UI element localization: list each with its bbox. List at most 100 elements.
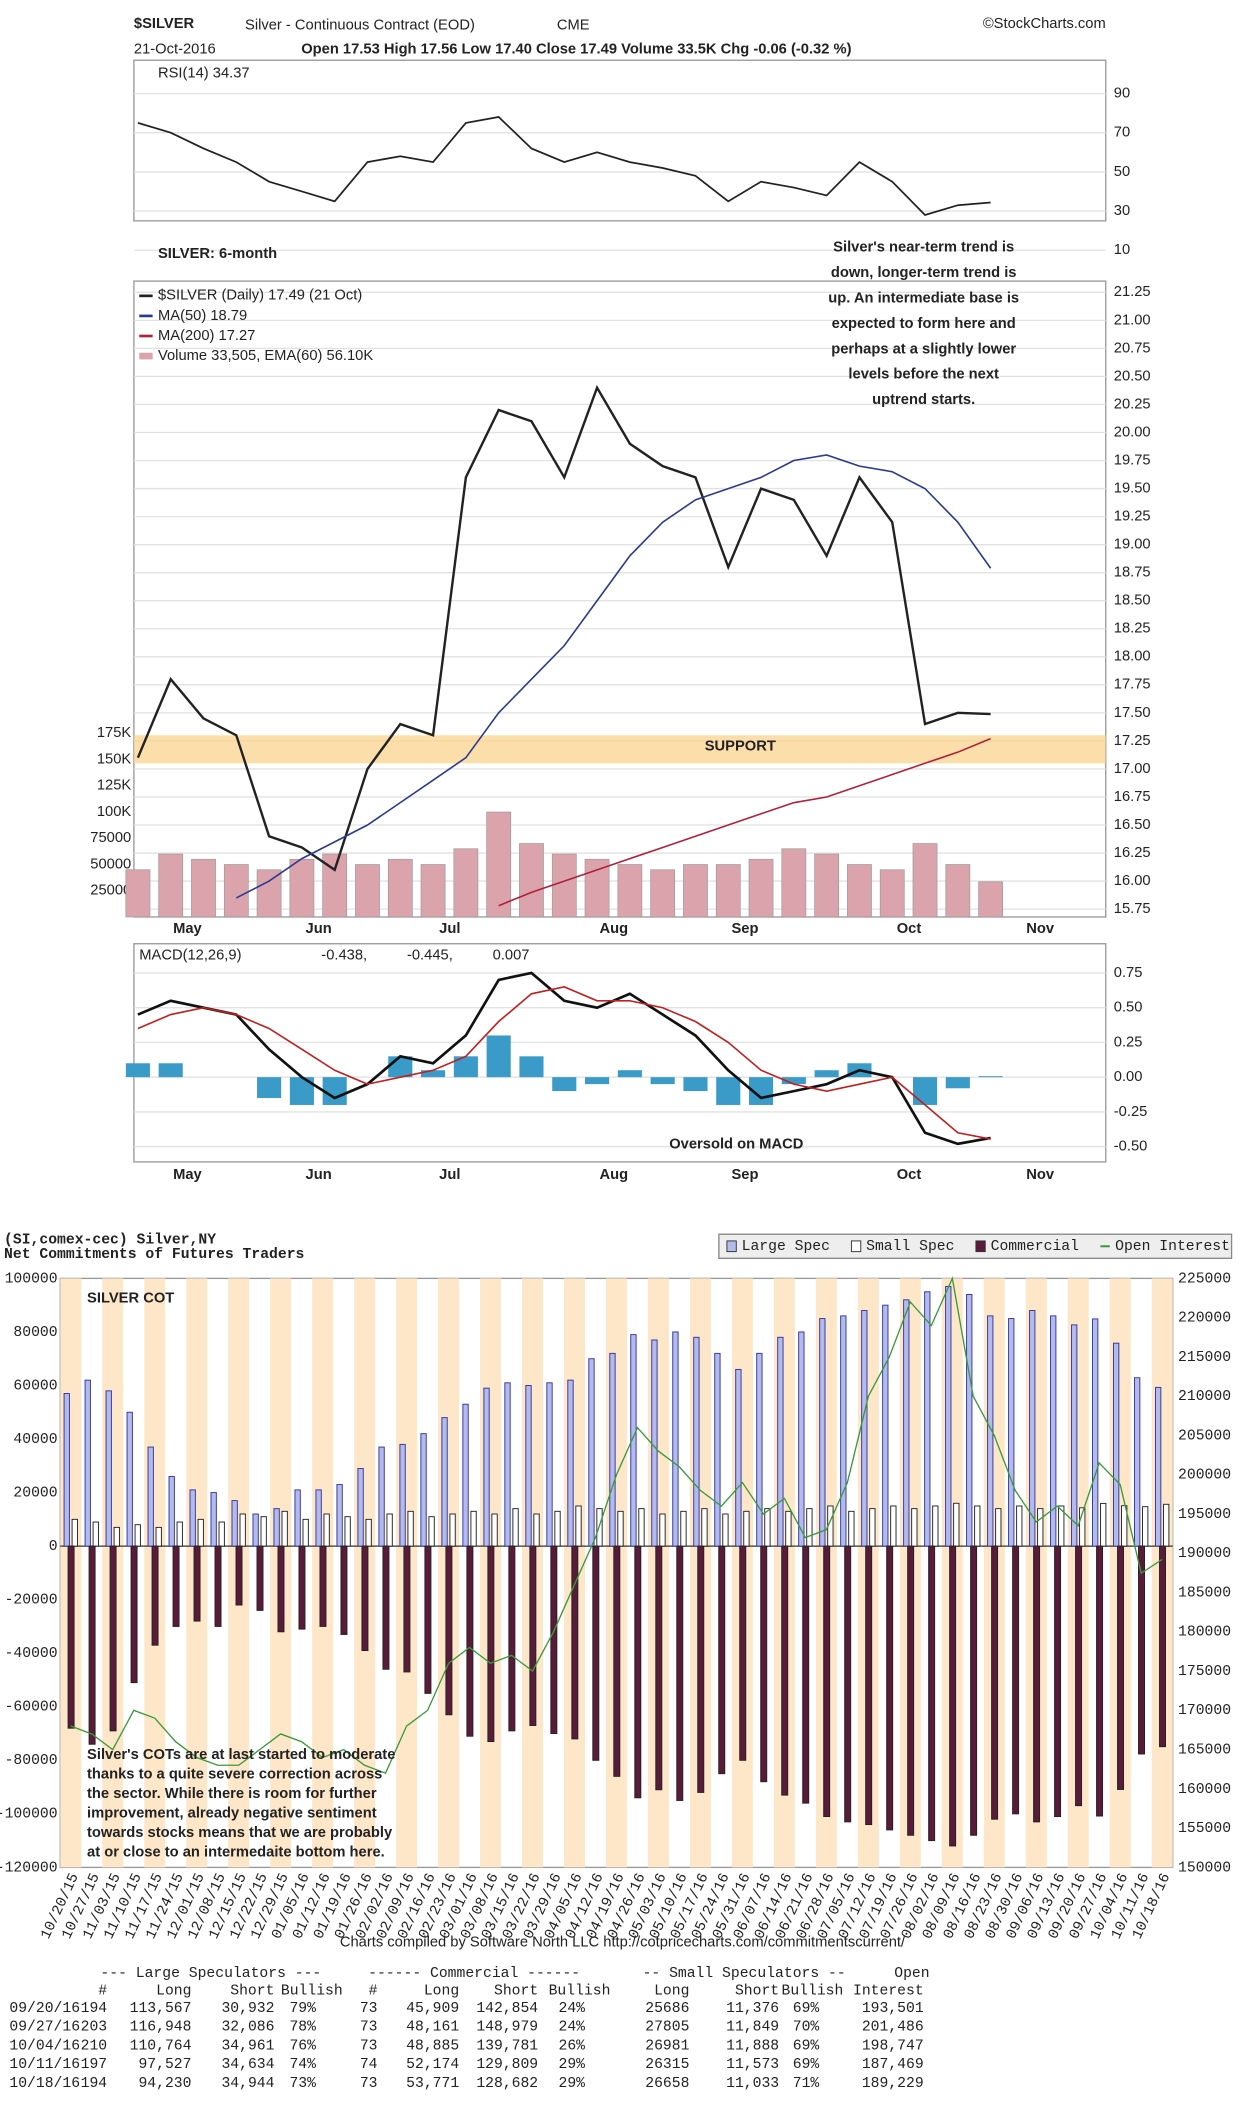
table-cell: 24%	[559, 2001, 586, 2017]
cot-bar	[1012, 1545, 1020, 1815]
cot-bar	[386, 1513, 393, 1547]
cot-bar	[823, 1545, 831, 1818]
table-cell: 09/27/16	[9, 2020, 80, 2036]
tick-label: 19.00	[1114, 537, 1151, 553]
tick-label: 150K	[97, 751, 132, 767]
cot-bar	[886, 1545, 894, 1831]
table-cell: 110,764	[130, 2038, 192, 2054]
cot-bar	[1159, 1545, 1167, 1748]
cot-bar	[365, 1518, 372, 1547]
table-cell: 53,771	[406, 2076, 459, 2092]
cot-bar	[319, 1545, 327, 1627]
volume-bar	[748, 858, 774, 918]
annotation: improvement, already negative sentiment	[87, 1805, 377, 1821]
tick-label: 30	[1114, 203, 1130, 219]
volume-bar	[912, 843, 938, 918]
cot-bar	[554, 1510, 561, 1547]
table-cell: 113,567	[130, 2001, 192, 2017]
table-cell: 69%	[793, 2057, 820, 2073]
volume-bar	[978, 881, 1004, 918]
cot-bar	[550, 1545, 558, 1735]
cot-bar	[1121, 1505, 1128, 1547]
table-cell: 69%	[793, 2038, 820, 2054]
cot-bar	[697, 1545, 705, 1793]
cot-bar	[428, 1516, 435, 1547]
tick-label: 75000	[90, 830, 131, 846]
cot-bar	[466, 1545, 474, 1737]
cot-bar	[735, 1368, 742, 1547]
cot-bar	[945, 1285, 952, 1547]
volume-bar	[683, 864, 708, 918]
annotation: towards stocks means that we are probabl…	[87, 1825, 393, 1841]
table-cell: 25686	[645, 2001, 689, 2017]
cot-bar	[1037, 1508, 1044, 1547]
support-label: SUPPORT	[705, 739, 776, 755]
table-cell: 29%	[559, 2076, 586, 2092]
cot-bar	[1155, 1386, 1162, 1547]
cot-bar	[739, 1545, 747, 1761]
legend-label: Small Spec	[866, 1239, 954, 1255]
tick-label: 0	[49, 1539, 58, 1555]
cot-bar	[987, 1315, 994, 1547]
tick-label: 20.00	[1114, 424, 1151, 440]
cot-bar	[1016, 1505, 1023, 1547]
table-cell: 129,809	[476, 2057, 538, 2073]
table-cell: 210	[81, 2038, 108, 2054]
cot-bar	[575, 1505, 582, 1547]
table-cell: 148,979	[476, 2020, 538, 2036]
tick-label: 165000	[1178, 1742, 1231, 1758]
chart-title: (SI,comex-cec) Silver,NY	[4, 1232, 216, 1248]
cot-legend-box	[718, 1233, 1233, 1259]
table-cell: 11,033	[726, 2076, 779, 2092]
table-cell: 11,376	[726, 2001, 779, 2017]
table-cell: 194	[81, 2076, 108, 2092]
tick-label: 18.75	[1114, 565, 1151, 581]
cot-bar	[756, 1352, 763, 1547]
cot-bar	[844, 1545, 852, 1823]
table-cell: 52,174	[406, 2057, 459, 2073]
histogram-bar	[322, 1077, 347, 1105]
table-cell: 74	[360, 2057, 378, 2073]
table-cell: 69%	[793, 2001, 820, 2017]
cot-bar	[1134, 1377, 1141, 1547]
tick-label: 40000	[13, 1432, 57, 1448]
volume-bar	[420, 864, 446, 918]
volume-bar	[387, 858, 413, 918]
annotation: Silver's COTs are at last started to mod…	[87, 1747, 395, 1763]
cot-bar	[357, 1468, 364, 1547]
cot-bar	[155, 1526, 162, 1547]
tick-label: 100K	[97, 804, 132, 820]
legend-swatch	[975, 1240, 986, 1253]
tick-label: 90	[1114, 85, 1130, 101]
table-cell: 189,229	[862, 2076, 924, 2092]
legend-label: -0.438,	[321, 948, 367, 964]
cot-bar	[613, 1545, 621, 1777]
volume-bar	[125, 869, 151, 918]
cot-bar	[315, 1489, 322, 1547]
cot-bar	[67, 1545, 75, 1729]
cot-bar	[441, 1417, 448, 1547]
tick-label: 60000	[13, 1378, 57, 1394]
cot-bar	[361, 1545, 369, 1652]
tick-label: 21.25	[1114, 284, 1151, 300]
table-cell: 73%	[289, 2076, 316, 2092]
tick-label: -0.25	[1114, 1104, 1148, 1120]
cot-bar	[693, 1336, 700, 1547]
cot-bar	[445, 1545, 453, 1716]
tick-label: 185000	[1178, 1585, 1231, 1601]
cot-bar	[1113, 1342, 1120, 1547]
cot-bar	[336, 1484, 343, 1547]
volume-bar	[551, 853, 577, 918]
cot-bar	[63, 1393, 70, 1547]
cot-bar	[491, 1513, 498, 1547]
volume-bar	[223, 864, 249, 918]
cot-bar	[113, 1526, 120, 1547]
tick-label: 19.75	[1114, 452, 1151, 468]
tick-label: 18.25	[1114, 621, 1151, 637]
tick-label: 195000	[1178, 1507, 1231, 1523]
cot-bar	[890, 1505, 897, 1547]
x-tick-label: Jun	[306, 921, 332, 937]
volume-bar	[617, 864, 643, 918]
cot-bar	[802, 1545, 810, 1804]
volume-bar	[355, 864, 380, 918]
